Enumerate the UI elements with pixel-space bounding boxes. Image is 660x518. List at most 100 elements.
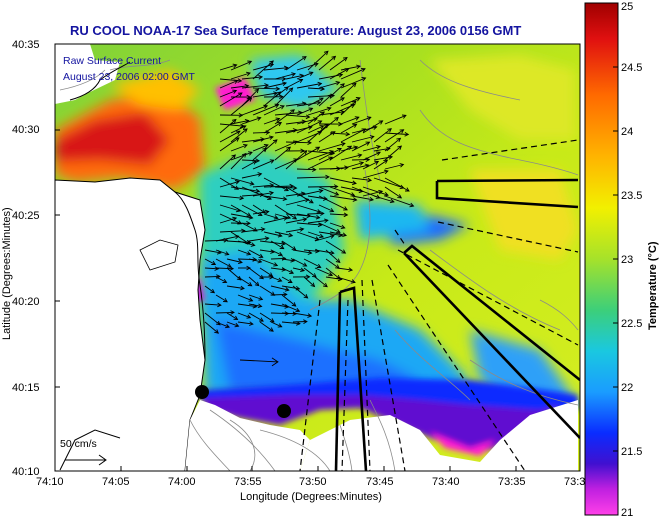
current-vector-head	[237, 92, 243, 97]
current-vector-head	[277, 122, 282, 127]
current-vector	[226, 240, 251, 243]
current-vector-head	[284, 287, 290, 292]
current-vector	[230, 72, 251, 80]
current-vector-head	[292, 215, 298, 220]
current-vector	[241, 173, 262, 179]
current-vector-head	[286, 146, 292, 152]
current-vector	[384, 164, 404, 170]
current-vector	[274, 73, 296, 80]
current-vector-head	[282, 81, 288, 86]
current-vector	[303, 258, 321, 268]
current-vector-head	[264, 83, 270, 88]
current-vector-head	[283, 216, 289, 221]
current-vector-head	[333, 184, 339, 189]
current-vector-head	[287, 278, 293, 283]
current-vector	[274, 146, 291, 161]
y-tick-label: 40:35	[12, 39, 40, 51]
current-vector	[215, 267, 234, 270]
current-vector-head	[241, 125, 247, 130]
current-vector-head	[284, 86, 289, 91]
current-vector	[318, 131, 336, 143]
current-vector	[230, 60, 252, 71]
current-vector-head	[345, 131, 351, 137]
current-vector	[362, 151, 381, 161]
current-vector-head	[319, 211, 325, 216]
current-vector	[384, 114, 407, 125]
current-vector-head	[351, 82, 357, 88]
current-vector	[362, 120, 383, 134]
current-vector-head	[257, 172, 263, 177]
current-vector-head	[248, 215, 254, 220]
current-vector	[292, 258, 307, 267]
current-vector	[259, 321, 274, 332]
current-vector	[204, 249, 221, 254]
current-vector	[285, 228, 304, 233]
current-vector	[340, 116, 359, 125]
x-tick-label: 74:05	[102, 476, 130, 488]
current-vector-head	[319, 125, 325, 130]
current-vector	[204, 267, 219, 270]
current-vector	[329, 195, 357, 201]
current-vector	[248, 249, 263, 258]
current-vector	[219, 92, 243, 107]
current-vector	[270, 249, 283, 256]
current-vector-head	[232, 216, 238, 222]
current-vector-head	[257, 303, 263, 309]
current-vector-head	[366, 116, 372, 121]
current-vector	[296, 176, 330, 179]
current-vector-head	[289, 269, 295, 274]
current-vector	[219, 154, 236, 170]
current-vector	[230, 153, 247, 170]
current-vector	[296, 107, 313, 116]
current-vector	[329, 83, 345, 98]
current-vector	[303, 267, 317, 278]
current-vector	[318, 94, 332, 107]
current-vector	[384, 186, 402, 199]
scale-bar-label: 50 cm/s	[60, 438, 97, 450]
current-vector-head	[343, 206, 348, 211]
current-vector	[285, 102, 306, 107]
y-tick-label: 40:10	[12, 466, 40, 478]
current-vector	[318, 56, 336, 71]
current-vector	[237, 303, 257, 308]
current-vector-head	[248, 297, 254, 302]
current-vector	[274, 109, 295, 125]
current-vector-head	[350, 192, 356, 197]
current-vector-head	[288, 232, 294, 238]
current-vector-head	[246, 221, 251, 226]
current-vector	[270, 321, 282, 328]
current-vector-head	[353, 145, 359, 150]
current-vector	[362, 170, 389, 179]
current-vector-head	[284, 187, 289, 192]
current-vector-head	[312, 273, 317, 278]
current-vector	[373, 159, 388, 170]
current-vector-head	[252, 257, 258, 262]
current-vector	[340, 97, 361, 107]
current-vector	[285, 150, 307, 170]
current-vector	[263, 217, 288, 224]
current-vector-head	[281, 76, 287, 82]
x-tick-label: 74:10	[36, 476, 64, 488]
current-vector	[252, 87, 280, 90]
current-vector	[384, 145, 402, 161]
current-vector-head	[237, 220, 243, 225]
colorbar-tick-label: 24.5	[621, 62, 642, 74]
current-vector	[241, 84, 269, 89]
current-vector	[296, 63, 319, 71]
current-vector-head	[330, 131, 336, 136]
current-vector-head	[214, 329, 220, 334]
y-tick-label: 40:30	[12, 124, 40, 136]
current-vector	[329, 213, 348, 216]
current-vector	[241, 160, 257, 170]
current-vector	[219, 64, 237, 71]
warm-water-region	[55, 55, 578, 260]
current-vector-head	[328, 156, 334, 161]
current-vector	[318, 222, 341, 233]
current-vector-head	[323, 123, 329, 129]
current-vector-head	[340, 83, 345, 88]
current-vector-head	[235, 130, 241, 135]
current-vector	[329, 97, 345, 107]
current-vector	[252, 211, 269, 215]
current-vector-head	[255, 158, 261, 164]
current-vector-head	[279, 244, 285, 250]
